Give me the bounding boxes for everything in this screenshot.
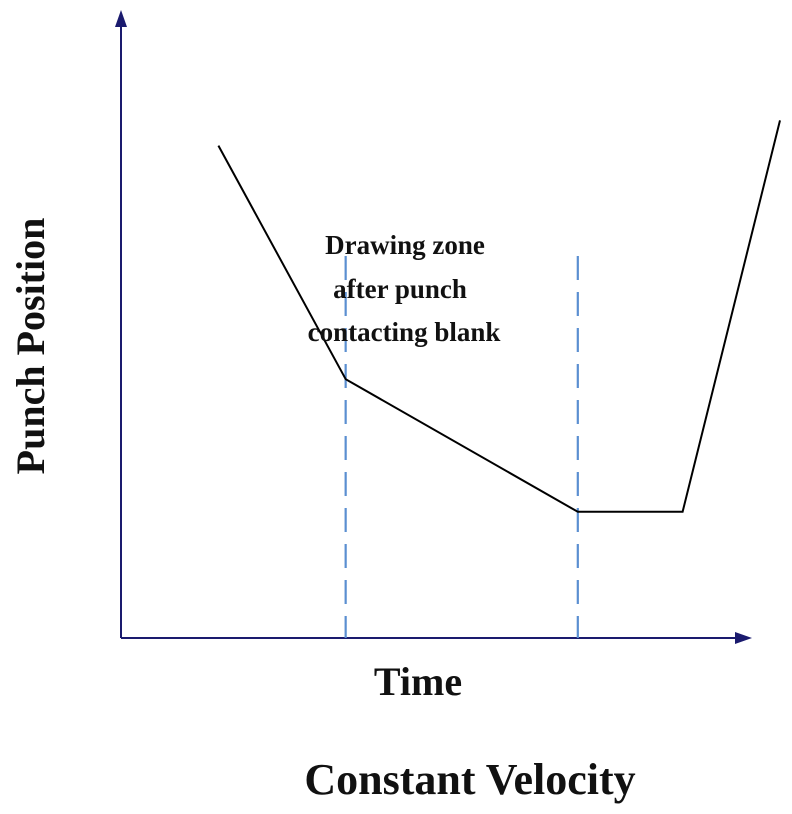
x-axis-arrow xyxy=(735,632,752,644)
annotation-line-1: Drawing zone xyxy=(325,230,485,260)
chart-subtitle: Constant Velocity xyxy=(304,755,635,804)
y-axis-arrow xyxy=(115,10,127,27)
vlines xyxy=(344,256,579,638)
series xyxy=(217,120,781,513)
annotation-line-2: after punch xyxy=(333,274,467,304)
annotation-line-3: contacting blank xyxy=(308,317,501,347)
x-axis-label: Time xyxy=(374,659,462,704)
punch-position-line xyxy=(217,120,781,513)
annotation: Drawing zone after punch contacting blan… xyxy=(308,230,501,347)
axes xyxy=(115,10,752,644)
y-axis-label: Punch Position xyxy=(8,218,53,475)
